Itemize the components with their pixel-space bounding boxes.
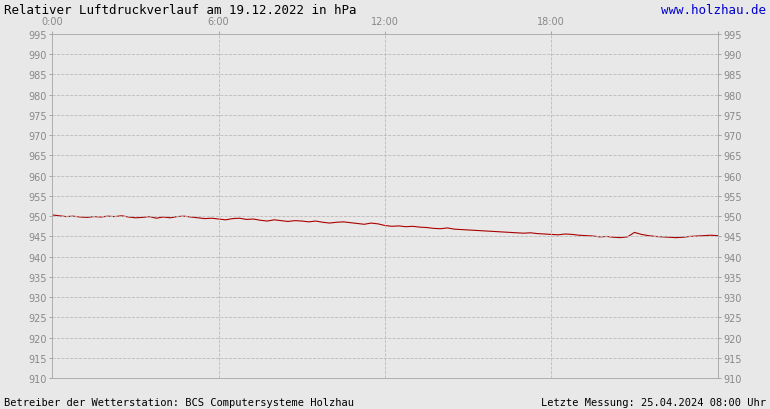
Text: Letzte Messung: 25.04.2024 08:00 Uhr: Letzte Messung: 25.04.2024 08:00 Uhr bbox=[541, 397, 766, 407]
Text: www.holzhau.de: www.holzhau.de bbox=[661, 4, 766, 17]
Text: Relativer Luftdruckverlauf am 19.12.2022 in hPa: Relativer Luftdruckverlauf am 19.12.2022… bbox=[4, 4, 357, 17]
Text: Betreiber der Wetterstation: BCS Computersysteme Holzhau: Betreiber der Wetterstation: BCS Compute… bbox=[4, 397, 354, 407]
